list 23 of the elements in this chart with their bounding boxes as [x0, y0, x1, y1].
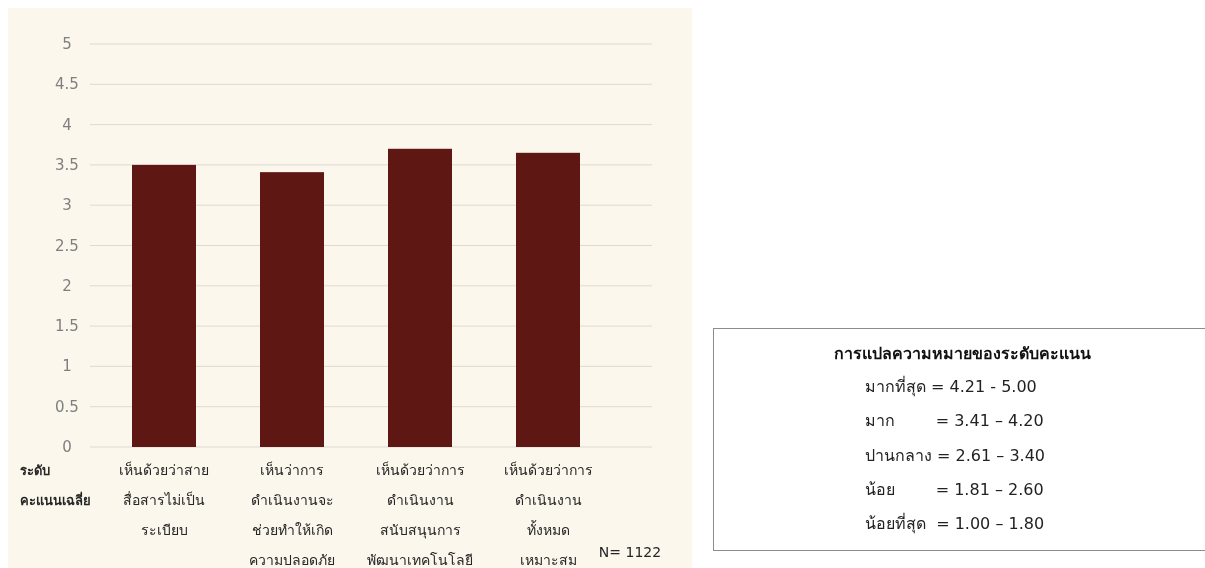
y-tick-label: 2.5 [55, 236, 79, 255]
y-tick-label: 0.5 [55, 397, 79, 416]
text: N= 1122 [598, 544, 662, 560]
text: มาก = 3.41 – 4.20 [865, 411, 1044, 431]
text: การแปลความหมายของระดับคะแนน [833, 344, 1091, 363]
text: ปานกลาง = 2.61 – 3.40 [865, 445, 1045, 465]
y-tick-label: 5 [62, 35, 72, 53]
y-axis-title: ระดับ คะแนนเฉลี่ย [20, 463, 91, 508]
x-tick-label: เห็นด้วยว่าสาย สื่อสารไม่เป็น ระเบียบ [119, 461, 209, 538]
y-tick-label: 3 [62, 196, 72, 215]
x-tick-label: เห็นว่าการ ดำเนินงานจะ ช่วยทำให้เกิด ความปลอดภัย [249, 461, 335, 568]
y-tick-label: 0 [62, 438, 72, 456]
x-tick-label: เห็นด้วยว่าการ ดำเนินงาน ทั้งหมด เหมาะสม [503, 461, 593, 568]
y-tick-label: 1 [62, 357, 72, 376]
y-tick-label: 3.5 [55, 155, 79, 174]
y-tick-label: 2 [62, 276, 72, 295]
x-tick-label: เห็นด้วยว่าการ ดำเนินงาน สนับสนุนการ พัฒนาเทคโนโลยี [367, 461, 473, 568]
y-tick-label: 1.5 [55, 317, 79, 336]
y-tick-label: 4 [62, 115, 72, 134]
text: มากที่สุด = 4.21 - 5.00 [865, 375, 1037, 397]
text: น้อย = 1.81 – 2.60 [865, 479, 1044, 499]
y-tick-label: 4.5 [55, 75, 79, 94]
text: น้อยที่สุด = 1.00 – 1.80 [865, 512, 1045, 535]
